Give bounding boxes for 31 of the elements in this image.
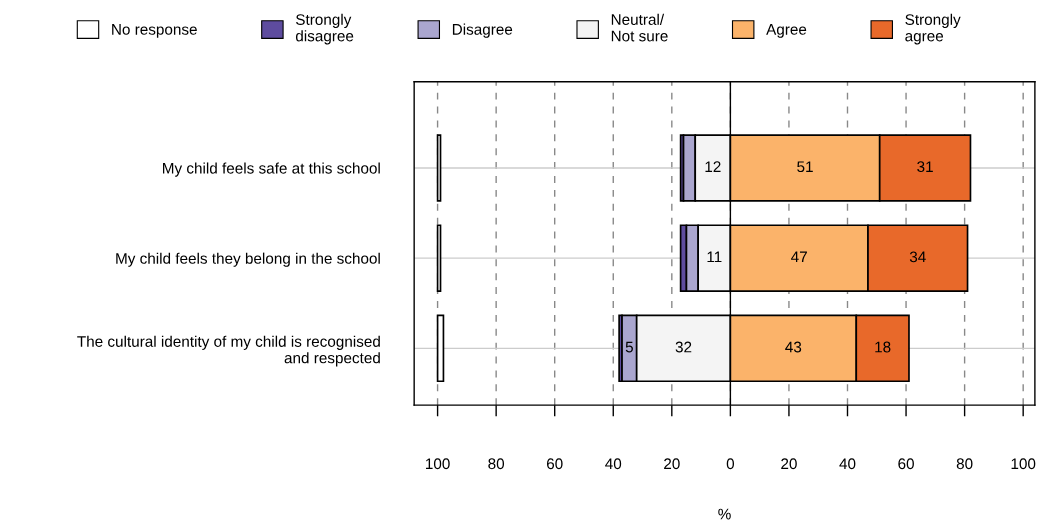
y-tick-label: The cultural identity of my child is recognised and respected [77,335,380,367]
data-label: 5 [625,341,633,353]
x-tick-label: 60 [546,458,563,470]
x-tick-label: 100 [1011,458,1036,470]
y-tick-label: My child feels they belong in the school [116,252,380,267]
x-tick-label: 60 [898,458,914,470]
x-tick-label: 40 [839,458,856,470]
legend-label: Strongly disagree [295,13,354,45]
x-tick-label: 80 [488,458,505,470]
data-label: 31 [917,161,933,173]
x-tick-label: 20 [664,458,680,470]
legend-label: No response [112,24,197,38]
data-label: 43 [785,341,802,353]
data-label: 12 [705,161,721,172]
legend-label: Agree [766,24,807,38]
x-tick-label: 0 [726,458,735,470]
data-label: 34 [909,251,926,263]
legend-label: Neutral/ Not sure [611,13,668,42]
data-label: 51 [797,161,813,173]
x-tick-label: 20 [781,458,797,470]
y-tick-label: My child feels safe at this school [163,162,380,177]
x-tick-label: 40 [605,458,622,470]
x-tick-label: 80 [956,458,973,470]
data-label: 11 [707,251,722,263]
legend-label: Strongly agree [905,13,961,45]
legend-label: Disagree [452,23,513,38]
data-label: 47 [791,251,807,263]
data-label: 32 [675,341,692,353]
x-axis-title: % [718,508,731,520]
data-label: 18 [875,341,891,353]
x-tick-label: 100 [426,458,450,470]
